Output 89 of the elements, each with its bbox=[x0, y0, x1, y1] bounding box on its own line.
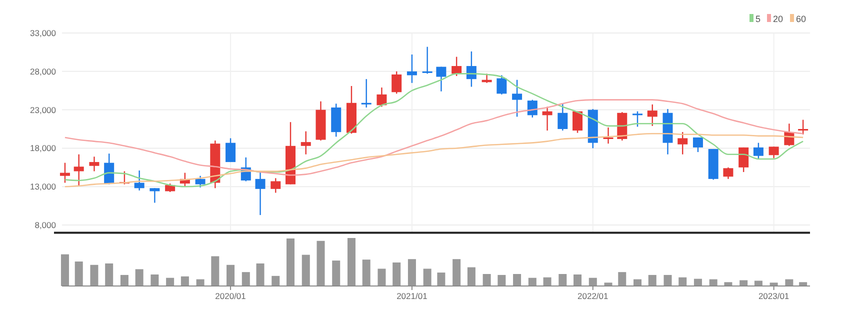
bar bbox=[528, 278, 536, 286]
candlestick bbox=[768, 146, 779, 159]
bar bbox=[242, 272, 250, 286]
y-tick-label: 18,000 bbox=[30, 143, 56, 154]
candlestick bbox=[255, 170, 266, 216]
legend-label: 20 bbox=[773, 14, 784, 24]
bar bbox=[272, 276, 280, 286]
candlestick bbox=[89, 156, 100, 172]
y-tick-label: 28,000 bbox=[30, 66, 56, 76]
candlestick bbox=[512, 79, 522, 118]
bar bbox=[618, 272, 626, 286]
y-tick-label: 33,000 bbox=[30, 28, 56, 38]
candlestick bbox=[496, 74, 507, 96]
bar bbox=[452, 259, 461, 286]
candlestick bbox=[226, 138, 236, 163]
candlestick bbox=[542, 106, 552, 132]
bar bbox=[180, 276, 189, 286]
bar bbox=[482, 274, 491, 286]
bar bbox=[286, 238, 295, 286]
bar bbox=[664, 274, 672, 286]
bar bbox=[256, 263, 264, 286]
bar bbox=[574, 274, 582, 286]
candlestick bbox=[798, 119, 808, 135]
bar bbox=[316, 240, 325, 286]
candlestick bbox=[558, 103, 568, 132]
candlestick bbox=[406, 54, 417, 84]
bar bbox=[120, 274, 128, 286]
x-tick-label: 2023/01 bbox=[758, 291, 790, 301]
candlestick bbox=[392, 70, 402, 94]
candlestick bbox=[632, 110, 642, 128]
bar bbox=[648, 274, 656, 286]
y-tick-label: 13,000 bbox=[30, 182, 56, 192]
bar bbox=[678, 277, 687, 286]
bar bbox=[362, 260, 370, 286]
x-tick-label: 2021/01 bbox=[396, 291, 428, 301]
candlestick bbox=[527, 99, 538, 118]
candlestick bbox=[60, 162, 70, 184]
candlestick bbox=[134, 170, 144, 192]
candlestick bbox=[150, 188, 160, 204]
bar bbox=[166, 278, 174, 286]
candlestick bbox=[678, 131, 688, 155]
bar bbox=[90, 264, 98, 286]
bar bbox=[302, 254, 310, 286]
bar bbox=[135, 269, 144, 286]
bar bbox=[392, 262, 401, 286]
bar bbox=[347, 238, 356, 286]
bar bbox=[378, 268, 386, 286]
candlestick bbox=[74, 154, 84, 186]
candlestick bbox=[692, 136, 703, 153]
bar bbox=[467, 267, 476, 286]
bar bbox=[437, 272, 446, 286]
bar bbox=[740, 280, 748, 286]
candlestick bbox=[270, 178, 281, 194]
bar bbox=[558, 274, 567, 286]
bar bbox=[498, 274, 506, 286]
candlestick bbox=[603, 126, 614, 144]
line-series bbox=[64, 132, 804, 188]
y-tick-label: 8,000 bbox=[34, 220, 56, 230]
bar bbox=[150, 274, 159, 286]
candlestick bbox=[300, 130, 311, 155]
bar bbox=[799, 282, 808, 286]
candlestick bbox=[361, 78, 372, 108]
y-tick-label: 23,000 bbox=[30, 104, 56, 115]
candlestick bbox=[452, 56, 462, 77]
candlestick bbox=[195, 175, 206, 188]
bar bbox=[423, 268, 432, 286]
candlestick bbox=[422, 46, 432, 74]
bar bbox=[513, 274, 522, 286]
bar bbox=[754, 280, 762, 286]
bar bbox=[724, 282, 732, 286]
bar bbox=[226, 264, 235, 286]
bar bbox=[332, 260, 340, 286]
bar bbox=[408, 259, 416, 286]
bar bbox=[211, 256, 220, 286]
bar bbox=[74, 262, 83, 286]
candlestick bbox=[436, 66, 446, 92]
bar bbox=[694, 278, 702, 286]
bar bbox=[60, 254, 69, 286]
bar bbox=[543, 277, 552, 286]
candlestick bbox=[753, 142, 764, 160]
candlestick bbox=[376, 86, 387, 108]
bar bbox=[105, 263, 114, 286]
candlestick bbox=[647, 104, 658, 127]
legend-label: 60 bbox=[796, 14, 806, 24]
bar bbox=[588, 278, 597, 286]
legend-label: 5 bbox=[756, 14, 761, 24]
x-tick-label: 2022/01 bbox=[578, 291, 609, 301]
candlestick bbox=[723, 166, 734, 180]
x-tick-label: 2020/01 bbox=[215, 291, 246, 301]
